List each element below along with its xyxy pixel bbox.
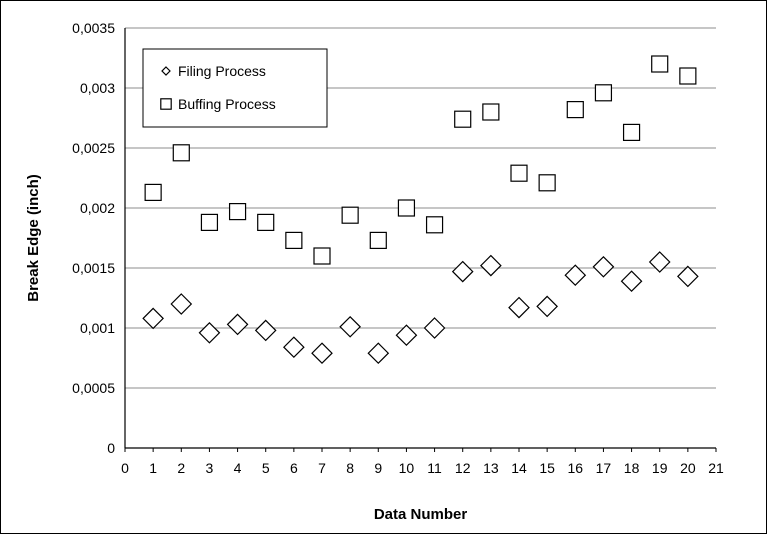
x-tick-label: 6 bbox=[290, 460, 298, 476]
buffing-process-point bbox=[454, 110, 472, 128]
y-tick-label: 0,0015 bbox=[72, 260, 115, 276]
buffing-process-point bbox=[341, 206, 359, 224]
filing-process-point bbox=[423, 317, 446, 339]
buffing-process-point bbox=[510, 164, 528, 182]
buffing-process-point bbox=[679, 67, 697, 85]
x-tick-label: 14 bbox=[511, 460, 527, 476]
filing-process-point bbox=[142, 307, 164, 330]
y-tick-label: 0,0005 bbox=[72, 380, 115, 396]
x-tick-label: 5 bbox=[262, 460, 270, 476]
filing-process-point bbox=[311, 342, 333, 365]
buffing-process-point bbox=[228, 203, 247, 221]
x-tick-label: 9 bbox=[374, 460, 382, 476]
x-tick-label: 19 bbox=[652, 460, 668, 476]
x-tick-label: 8 bbox=[346, 460, 354, 476]
filing-process-point bbox=[283, 336, 305, 359]
legend-label-buffing-process: Buffing Process bbox=[178, 96, 276, 112]
filing-process-point bbox=[395, 324, 418, 347]
buffing-process-point bbox=[482, 103, 500, 121]
x-tick-label: 21 bbox=[708, 460, 724, 476]
filing-process-point bbox=[592, 255, 615, 278]
filing-process-point bbox=[367, 342, 390, 365]
legend-diamond-marker bbox=[161, 66, 171, 76]
y-tick-label: 0,0025 bbox=[72, 140, 115, 156]
x-tick-label: 17 bbox=[596, 460, 612, 476]
buffing-process-point bbox=[566, 100, 584, 119]
filing-process-point bbox=[480, 254, 502, 277]
x-tick-label: 15 bbox=[539, 460, 555, 476]
filing-process-point bbox=[677, 265, 699, 288]
buffing-process-point bbox=[257, 213, 275, 231]
filing-process-point bbox=[170, 293, 193, 315]
data-points bbox=[142, 55, 699, 365]
x-tick-label: 10 bbox=[399, 460, 415, 476]
buffing-process-point bbox=[285, 231, 303, 249]
x-tick-label: 16 bbox=[567, 460, 583, 476]
y-tick-label: 0 bbox=[107, 440, 115, 456]
axes bbox=[124, 28, 716, 449]
filing-process-point bbox=[564, 264, 587, 287]
legend: Filing Process Buffing Process bbox=[142, 48, 328, 128]
filing-process-point bbox=[620, 270, 643, 293]
buffing-process-point bbox=[538, 174, 556, 192]
x-tick-label: 1 bbox=[149, 460, 157, 476]
y-tick-label: 0,003 bbox=[80, 80, 115, 96]
filing-process-point bbox=[536, 295, 558, 318]
x-tick-label: 7 bbox=[318, 460, 326, 476]
legend-marker-buffing-process bbox=[160, 98, 172, 110]
filing-process-point bbox=[254, 319, 277, 342]
x-axis-title: Data Number bbox=[374, 506, 468, 523]
buffing-process-point bbox=[172, 144, 190, 162]
buffing-process-point bbox=[200, 213, 219, 231]
buffing-process-point bbox=[622, 123, 641, 142]
x-tick-label: 11 bbox=[427, 460, 442, 476]
x-tick-label: 4 bbox=[234, 460, 242, 476]
y-tick-label: 0,0035 bbox=[72, 20, 115, 36]
x-tick-label: 0 bbox=[121, 460, 129, 476]
filing-process-point bbox=[451, 260, 474, 283]
legend-square-marker bbox=[160, 98, 172, 110]
x-tick-labels: 0 1 2 3 4 5 6 7 8 9 10 11 12 13 14 15 16 17 18 19 20 21 bbox=[121, 448, 724, 476]
x-tick-label: 20 bbox=[680, 460, 696, 476]
buffing-process-point bbox=[651, 55, 669, 73]
x-tick-label: 12 bbox=[455, 460, 471, 476]
buffing-process-point bbox=[425, 216, 444, 234]
buffing-process-point bbox=[369, 231, 387, 249]
x-tick-label: 3 bbox=[206, 460, 214, 476]
y-axis-title: Break Edge (inch) bbox=[25, 174, 42, 302]
filing-process-point bbox=[508, 296, 530, 319]
y-tick-label: 0,002 bbox=[80, 200, 115, 216]
legend-marker-filing-process bbox=[161, 66, 171, 76]
x-tick-label: 18 bbox=[624, 460, 640, 476]
y-tick-labels: 0 0,0005 0,001 0,0015 0,002 0,0025 0,003 0,0035 bbox=[72, 20, 115, 456]
filing-process-point bbox=[648, 251, 671, 273]
y-tick-label: 0,001 bbox=[80, 320, 115, 336]
buffing-process-point bbox=[594, 84, 613, 102]
filing-process-point bbox=[339, 315, 361, 338]
filing-process-point bbox=[226, 313, 249, 336]
x-tick-label: 13 bbox=[483, 460, 499, 476]
legend-label-filing-process: Filing Process bbox=[178, 63, 266, 79]
buffing-process-point bbox=[397, 199, 416, 217]
grid bbox=[125, 27, 716, 389]
x-tick-label: 2 bbox=[177, 460, 185, 476]
legend-box bbox=[142, 48, 328, 128]
buffing-process-point bbox=[313, 247, 331, 265]
buffing-process-point bbox=[144, 183, 162, 201]
filing-process-point bbox=[198, 321, 221, 344]
